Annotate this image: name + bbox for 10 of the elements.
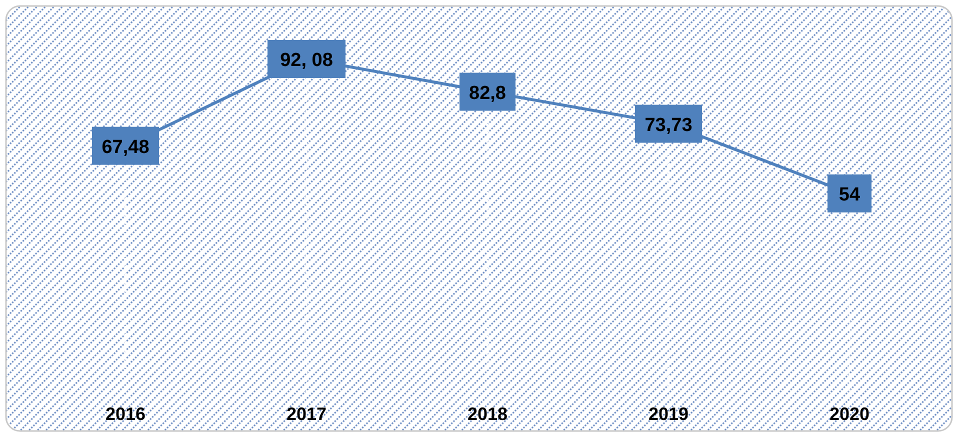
x-tick-label: 2020 <box>829 404 870 424</box>
data-label: 82,8 <box>469 82 506 104</box>
data-label: 54 <box>838 184 860 206</box>
data-label: 73,73 <box>644 114 692 136</box>
x-tick-label: 2017 <box>286 404 327 424</box>
data-label: 92, 08 <box>280 50 333 71</box>
x-tick-label: 2019 <box>648 404 689 424</box>
x-tick-label: 2018 <box>467 404 508 424</box>
data-label: 67,48 <box>102 136 150 158</box>
x-tick-label: 2016 <box>105 404 146 424</box>
